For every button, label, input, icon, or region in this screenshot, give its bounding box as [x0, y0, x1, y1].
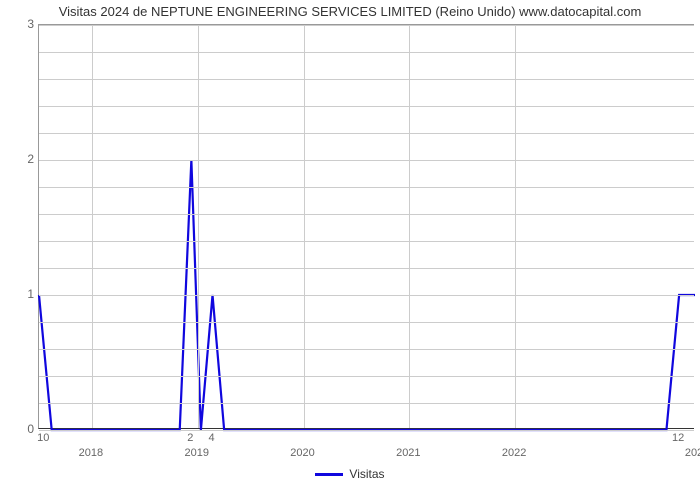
- gridline-h: [39, 430, 694, 431]
- gridline-h: [39, 349, 694, 350]
- gridline-h: [39, 322, 694, 323]
- gridline-v: [198, 25, 199, 428]
- plot-area: [38, 24, 694, 429]
- gridline-h: [39, 25, 694, 26]
- y-tick-label: 0: [4, 422, 34, 436]
- gridline-h: [39, 376, 694, 377]
- gridline-h: [39, 52, 694, 53]
- gridline-h: [39, 133, 694, 134]
- gridline-v: [409, 25, 410, 428]
- legend: Visitas: [0, 467, 700, 481]
- chart-title: Visitas 2024 de NEPTUNE ENGINEERING SERV…: [0, 4, 700, 19]
- y-tick-label: 3: [4, 17, 34, 31]
- gridline-h: [39, 403, 694, 404]
- gridline-v: [515, 25, 516, 428]
- gridline-v: [92, 25, 93, 428]
- baseline-value-label: 4: [208, 432, 214, 444]
- gridline-h: [39, 160, 694, 161]
- x-tick-label: 2020: [290, 447, 314, 459]
- gridline-h: [39, 268, 694, 269]
- x-tick-label: 2022: [502, 447, 526, 459]
- x-tick-label: 2018: [79, 447, 103, 459]
- gridline-h: [39, 79, 694, 80]
- gridline-h: [39, 187, 694, 188]
- x-tick-label: 2019: [184, 447, 208, 459]
- gridline-h: [39, 241, 694, 242]
- gridline-v: [304, 25, 305, 428]
- x-tick-label: 2021: [396, 447, 420, 459]
- gridline-h: [39, 295, 694, 296]
- gridline-h: [39, 214, 694, 215]
- baseline-value-label: 2: [187, 432, 193, 444]
- gridline-h: [39, 106, 694, 107]
- y-tick-label: 2: [4, 152, 34, 166]
- x-tick-label: 202: [685, 447, 700, 459]
- line-series: [39, 25, 695, 430]
- legend-swatch: [315, 473, 343, 476]
- baseline-value-label: 10: [37, 432, 49, 444]
- y-tick-label: 1: [4, 287, 34, 301]
- baseline-value-label: 12: [672, 432, 684, 444]
- legend-label: Visitas: [349, 467, 384, 481]
